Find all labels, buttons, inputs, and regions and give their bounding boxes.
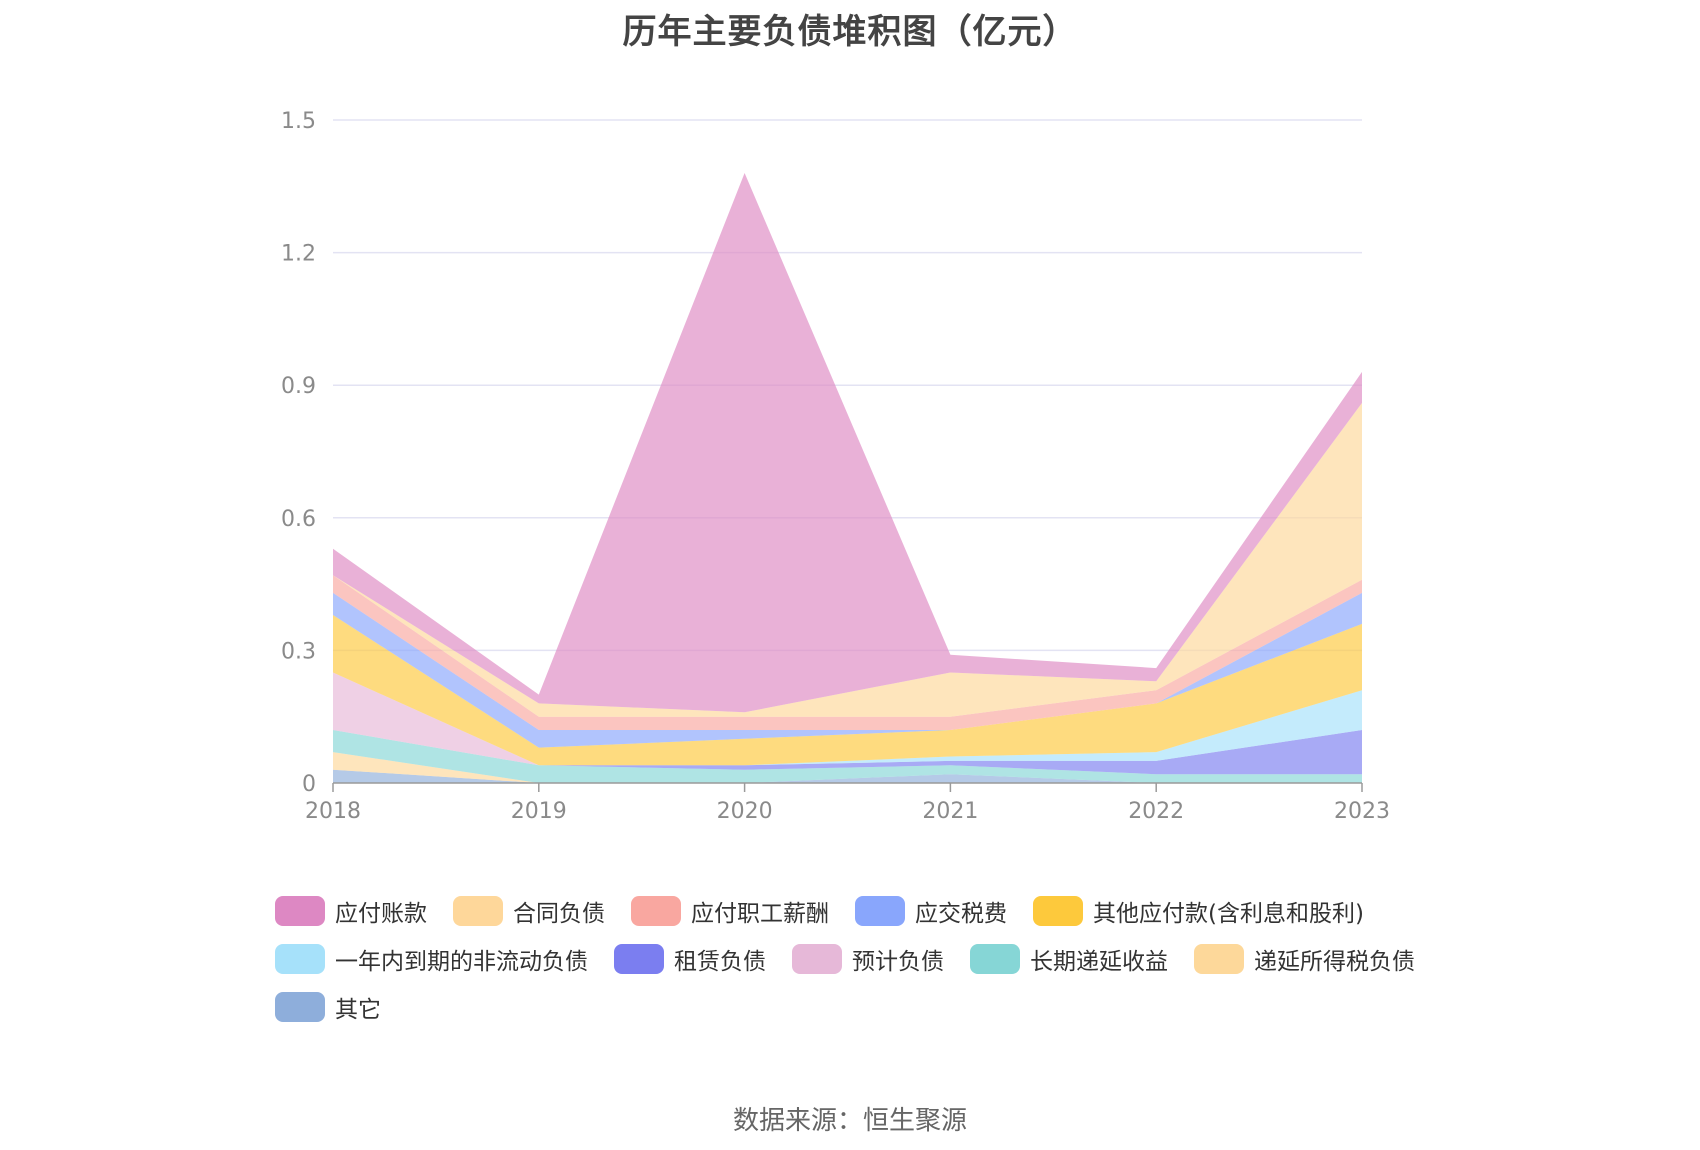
legend-swatch [614,944,664,974]
legend-item[interactable]: 递延所得税负债 [1194,944,1415,975]
legend-label: 合同负债 [513,901,605,927]
legend-item[interactable]: 应付账款 [275,896,427,927]
legend-label: 租赁负债 [674,949,766,975]
legend-label: 一年内到期的非流动负债 [335,949,588,975]
legend-label: 应付账款 [335,901,427,927]
area-series-其他应付款(含利息和股利) [333,615,1362,766]
legend-swatch [275,992,325,1022]
legend-swatch [970,944,1020,974]
legend-label: 长期递延收益 [1030,949,1168,975]
legend-label: 预计负债 [852,949,944,975]
area-series-应付账款 [333,173,1362,713]
y-tick-label: 0.6 [281,507,316,532]
chart-title: 历年主要负债堆积图（亿元） [622,12,1078,52]
legend-swatch [453,896,503,926]
x-tick-label: 2020 [717,799,773,824]
legend-label: 应付职工薪酬 [691,901,829,927]
x-tick-label: 2019 [511,799,567,824]
y-tick-label: 0.9 [281,374,316,399]
legend-label: 递延所得税负债 [1254,949,1415,975]
legend-label: 应交税费 [915,901,1007,927]
legend-item[interactable]: 其他应付款(含利息和股利) [1033,896,1364,927]
y-tick-label: 0.3 [281,639,316,664]
chart-legend: 应付账款 合同负债 应付职工薪酬 应交税费 其他应付款(含利息和股利) 一年内到期的非流动… [275,896,1475,1023]
data-source-note: 数据来源：恒生聚源 [732,1106,967,1136]
legend-item[interactable]: 长期递延收益 [970,944,1168,975]
legend-item[interactable]: 合同负债 [453,896,605,927]
legend-swatch [792,944,842,974]
legend-label: 其它 [335,997,381,1023]
y-tick-label: 1.5 [281,109,316,134]
legend-item[interactable]: 应交税费 [855,896,1007,927]
y-tick-label: 1.2 [281,242,316,267]
area-series-其它 [333,769,1362,783]
x-tick-label: 2018 [305,799,361,824]
legend-swatch [1033,896,1083,926]
legend-item[interactable]: 应付职工薪酬 [631,896,829,927]
area-series-租赁负债 [333,672,1362,775]
legend-item[interactable]: 预计负债 [792,944,944,975]
legend-item[interactable]: 一年内到期的非流动负债 [275,944,588,975]
legend-label: 其他应付款(含利息和股利) [1093,901,1364,927]
legend-swatch [275,896,325,926]
stacked-area-chart: 0 0.3 0.6 0.9 1.2 1.5 2018 2019 2020 2021 2022 2023 [281,109,1390,824]
area-series-group [333,173,1362,783]
x-tick-label: 2021 [922,799,978,824]
legend-swatch [631,896,681,926]
x-tick-label: 2023 [1334,799,1390,824]
y-tick-label: 0 [302,772,316,797]
legend-swatch [275,944,325,974]
legend-swatch [855,896,905,926]
legend-item[interactable]: 其它 [275,992,381,1023]
area-series-长期递延收益 [333,730,1362,783]
legend-swatch [1194,944,1244,974]
x-tick-label: 2022 [1128,799,1184,824]
legend-item[interactable]: 租赁负债 [614,944,766,975]
